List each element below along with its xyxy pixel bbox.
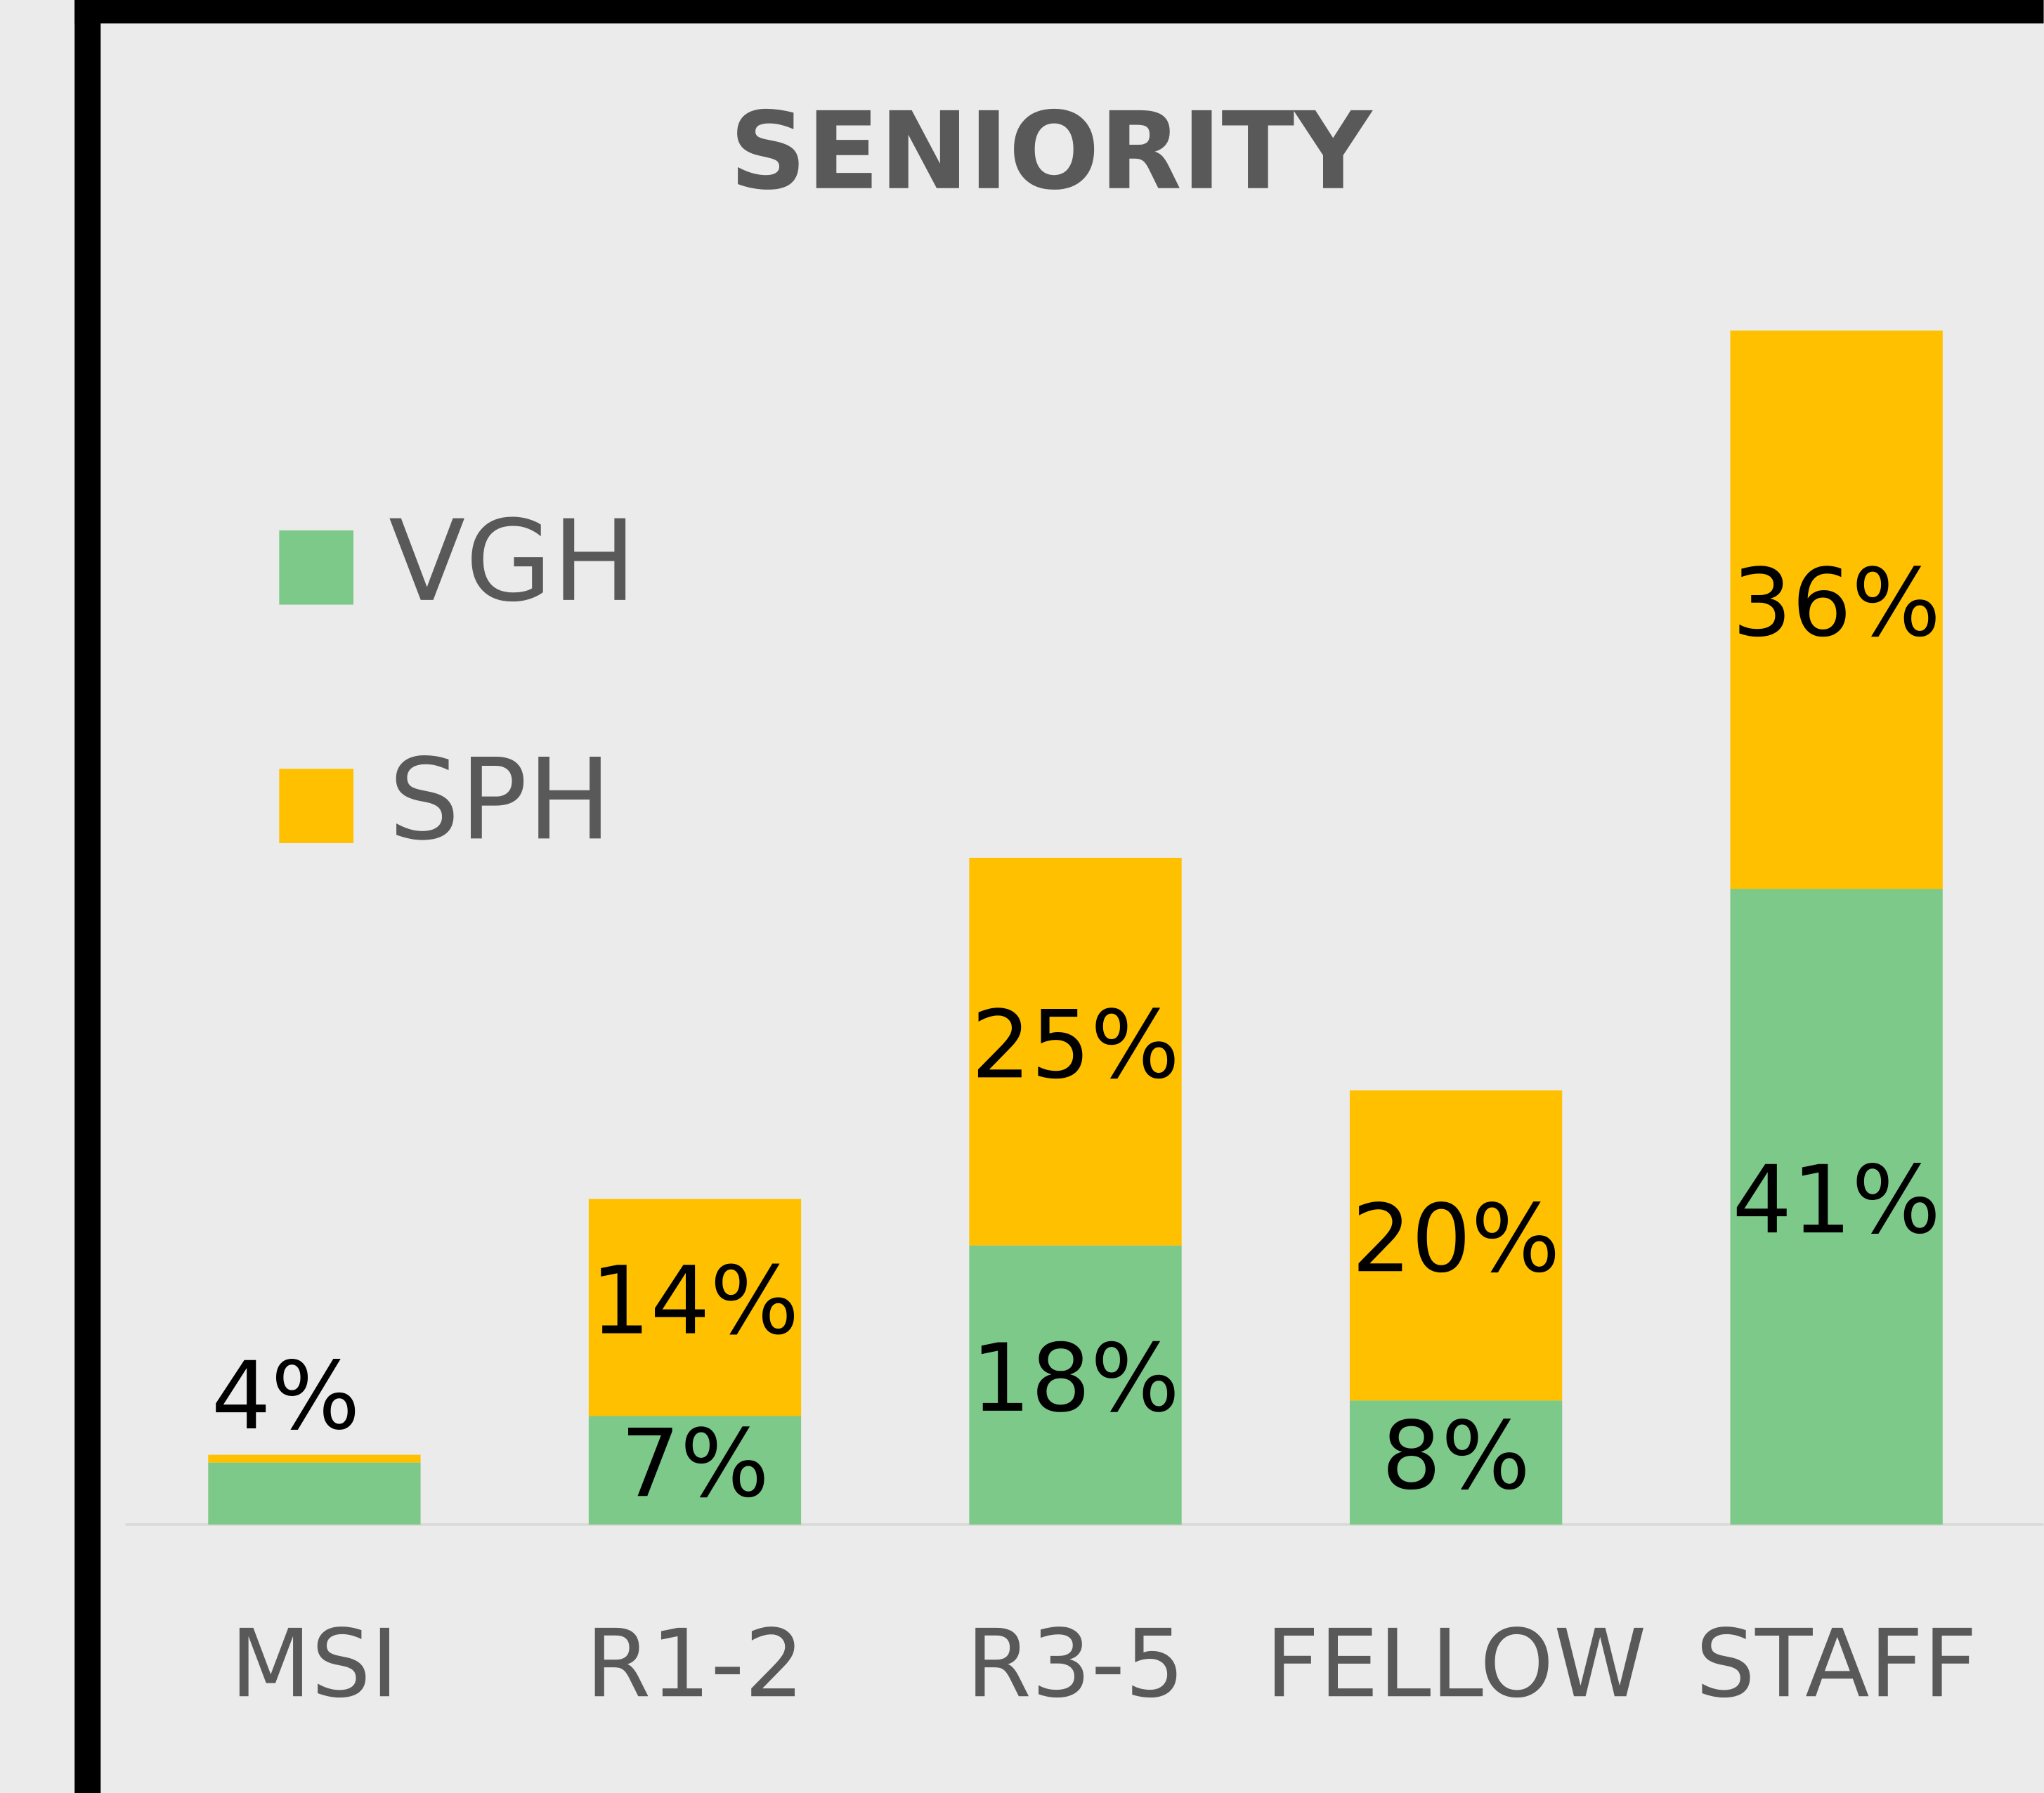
frame-top — [74, 0, 2044, 24]
bar-segment — [1730, 330, 1943, 889]
data-label: 41% — [1732, 1146, 1941, 1255]
legend-label: VGH — [389, 496, 637, 627]
bar-segment — [588, 1199, 802, 1416]
data-label: 7% — [620, 1409, 769, 1518]
bar-segment — [1730, 889, 1943, 1525]
bar-segment — [1349, 1090, 1563, 1401]
data-label: 4% — [211, 1342, 360, 1451]
legend-swatch — [279, 530, 354, 605]
data-label: 8% — [1381, 1402, 1530, 1511]
data-label: 25% — [971, 991, 1180, 1100]
legend-swatch — [279, 769, 354, 843]
x-tick-label: R1-2 — [586, 1610, 805, 1719]
bar-segment — [588, 1416, 802, 1525]
legend-label: SPH — [389, 734, 611, 865]
x-tick-label: MSI — [230, 1610, 398, 1719]
frame-left — [74, 0, 101, 1793]
bar-segment — [208, 1462, 421, 1525]
data-label: 14% — [591, 1247, 800, 1356]
bar-segment — [1349, 1400, 1563, 1525]
data-label: 18% — [971, 1324, 1180, 1433]
data-label: 36% — [1732, 549, 1941, 658]
x-tick-label: R3-5 — [966, 1610, 1185, 1719]
bar-segment — [208, 1454, 421, 1463]
x-tick-label: STAFF — [1695, 1610, 1977, 1719]
chart-title: SENIORITY — [729, 89, 1373, 214]
bar-segment — [969, 857, 1182, 1246]
data-label: 20% — [1352, 1185, 1561, 1293]
bar-segment — [969, 1245, 1182, 1525]
x-tick-label: FELLOW — [1265, 1610, 1646, 1719]
